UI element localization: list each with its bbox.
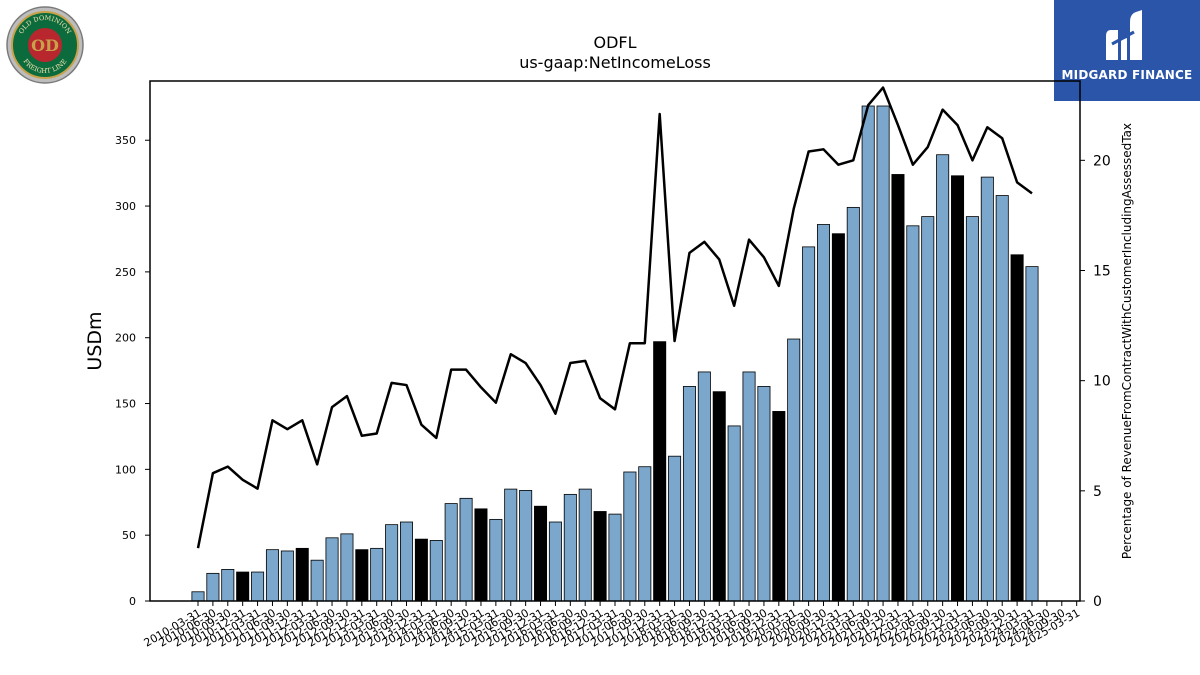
y-tick-label: 200 xyxy=(115,332,136,345)
bar xyxy=(831,233,845,602)
line-layer xyxy=(196,86,1033,549)
bar xyxy=(816,224,831,602)
y-tick-label: 250 xyxy=(115,266,136,279)
bar xyxy=(906,225,920,602)
bar xyxy=(1010,254,1024,602)
bar xyxy=(236,571,250,602)
logo-red-center xyxy=(28,28,62,62)
bar xyxy=(251,571,265,602)
bar xyxy=(682,386,696,602)
bar xyxy=(921,216,935,602)
bar xyxy=(936,154,950,602)
bar xyxy=(757,386,771,602)
bar xyxy=(965,216,979,602)
y-tick-label: 300 xyxy=(115,200,136,213)
bar xyxy=(1025,266,1039,602)
bar xyxy=(593,511,607,602)
bar xyxy=(206,572,220,602)
x-axis: 2010-03-312010-06-302010-09-302010-12-31… xyxy=(142,601,1082,650)
bar xyxy=(280,550,294,602)
bar xyxy=(668,455,682,602)
y2-tick-label: 5 xyxy=(1093,484,1102,500)
bar xyxy=(638,466,652,602)
y-right-axis: 0 5 10 15 20 xyxy=(1080,153,1111,610)
bar xyxy=(578,488,592,602)
bar xyxy=(563,493,577,602)
y-tick-label: 50 xyxy=(122,529,136,542)
bar xyxy=(310,559,324,602)
bars-layer xyxy=(191,105,1039,602)
bar xyxy=(772,411,786,602)
bar xyxy=(608,513,622,602)
bar xyxy=(995,195,1009,602)
bar xyxy=(519,490,533,602)
bar xyxy=(697,371,711,602)
bar xyxy=(504,488,518,602)
y2-tick-label: 20 xyxy=(1093,153,1111,169)
bar xyxy=(891,174,905,602)
bar xyxy=(548,521,562,602)
y-tick-label: 100 xyxy=(115,463,136,476)
bar xyxy=(534,505,548,602)
bar xyxy=(623,471,637,602)
bar xyxy=(295,547,309,602)
bar xyxy=(876,105,890,602)
bar xyxy=(980,176,994,602)
chart-title: ODFL xyxy=(593,33,636,52)
bar xyxy=(265,549,279,602)
bar xyxy=(221,569,235,602)
bar xyxy=(385,524,399,602)
midgard-logo-icon xyxy=(1106,10,1142,60)
bar xyxy=(951,175,965,602)
bar xyxy=(787,338,801,602)
bar xyxy=(399,521,414,602)
bar xyxy=(861,105,875,602)
bar xyxy=(474,508,488,602)
bar xyxy=(355,549,369,602)
y2-tick-label: 15 xyxy=(1093,263,1111,279)
chart-subtitle: us-gaap:NetIncomeLoss xyxy=(519,53,711,72)
bar xyxy=(325,537,339,602)
bar xyxy=(191,591,205,602)
bar xyxy=(444,503,458,602)
y-tick-label: 150 xyxy=(115,398,136,411)
y-tick-label: 350 xyxy=(115,134,136,147)
y2-tick-label: 10 xyxy=(1093,374,1111,390)
y2-axis-label: Percentage of RevenueFromContractWithCus… xyxy=(1120,123,1134,559)
bar xyxy=(712,391,726,602)
y-axis-label: USDm xyxy=(84,311,106,370)
series-line xyxy=(196,86,1033,549)
y-left-axis: 0 50 100 150 200 250 300 350 xyxy=(115,134,150,608)
logo-monogram: OD xyxy=(31,36,59,55)
bar xyxy=(429,540,443,602)
bar xyxy=(340,533,354,602)
y-tick-label: 0 xyxy=(129,595,136,608)
bar xyxy=(489,518,503,602)
bar xyxy=(653,341,667,602)
bar xyxy=(414,538,428,602)
brand-name: MIDGARD FINANCE xyxy=(1061,68,1193,82)
bar xyxy=(727,425,741,602)
bar xyxy=(459,497,473,602)
brand-box: MIDGARD FINANCE xyxy=(1054,0,1200,101)
y2-tick-label: 0 xyxy=(1093,594,1102,610)
bar xyxy=(846,206,860,602)
bar xyxy=(742,371,756,602)
bar xyxy=(802,246,816,602)
bar xyxy=(370,547,384,602)
company-logo: OLD DOMINION FREIGHT LINE OD xyxy=(6,6,84,84)
